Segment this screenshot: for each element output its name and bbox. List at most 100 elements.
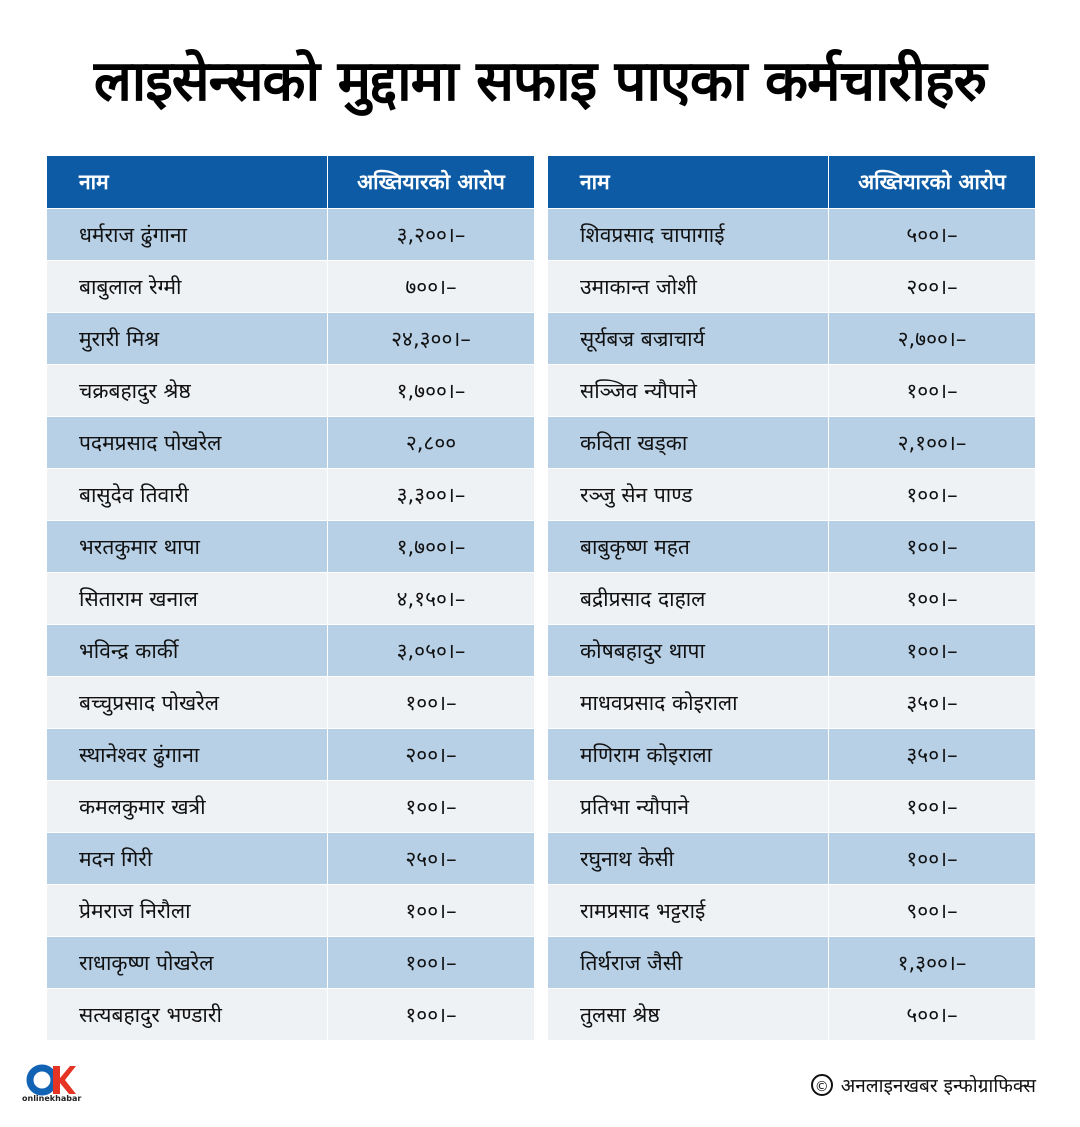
table-row: मणिराम कोइराला ३५०।– [547,728,1036,781]
right-charge-amount: १००।– [828,364,1036,417]
left-charge-amount: १००।– [327,676,535,729]
table-row: पदमप्रसाद पोखरेल २,८०० [46,416,535,469]
right-employee-name: शिवप्रसाद चापागाई [547,208,829,261]
right-charge-amount: १,३००।– [828,936,1036,989]
logo-wordmark: onlinekhabar [22,1094,82,1103]
right-charge-amount: १००।– [828,520,1036,573]
table-row: प्रेमराज निरौला १००।– [46,884,535,937]
table-row: तिर्थराज जैसी १,३००।– [547,936,1036,989]
left-employee-name: सत्यबहादुर भण्डारी [46,988,328,1041]
left-charge-amount: १,७००।– [327,520,535,573]
left-employee-name: स्थानेश्वर ढुंगाना [46,728,328,781]
right-table: नाम अख्तियारको आरोप शिवप्रसाद चापागाई ५००… [547,155,1036,1041]
left-charge-amount: ३,३००।– [327,468,535,521]
left-employee-name: मुरारी मिश्र [46,312,328,365]
right-charge-amount: ५००।– [828,988,1036,1041]
left-employee-name: बासुदेव तिवारी [46,468,328,521]
table-row: बासुदेव तिवारी ३,३००।– [46,468,535,521]
left-table: नाम अख्तियारको आरोप धर्मराज ढुंगाना ३,२००… [46,155,535,1041]
right-charge-amount: १००।– [828,780,1036,833]
left-charge-amount: ३,०५०।– [327,624,535,677]
table-row: मुरारी मिश्र २४,३००।– [46,312,535,365]
left-charge-amount: ३,२००।– [327,208,535,261]
left-table-container: नाम अख्तियारको आरोप धर्मराज ढुंगाना ३,२००… [46,155,535,1041]
table-row: स्थानेश्वर ढुंगाना २००।– [46,728,535,781]
table-row: बाबुकृष्ण महत १००।– [547,520,1036,573]
left-charge-amount: ४,१५०।– [327,572,535,625]
left-employee-name: बाबुलाल रेग्मी [46,260,328,313]
left-employee-name: चक्रबहादुर श्रेष्ठ [46,364,328,417]
right-charge-amount: ५००।– [828,208,1036,261]
right-charge-amount: २,७००।– [828,312,1036,365]
table-row: धर्मराज ढुंगाना ३,२००।– [46,208,535,261]
table-row: कमलकुमार खत्री १००।– [46,780,535,833]
ok-logo-icon [26,1064,76,1096]
table-row: रामप्रसाद भट्टराई ९००।– [547,884,1036,937]
table-row: शिवप्रसाद चापागाई ५००।– [547,208,1036,261]
right-table-header-row: नाम अख्तियारको आरोप [547,155,1036,209]
table-row: मदन गिरी २५०।– [46,832,535,885]
onlinekhabar-logo [26,1062,76,1104]
table-row: चक्रबहादुर श्रेष्ठ १,७००।– [46,364,535,417]
right-charge-amount: ३५०।– [828,728,1036,781]
left-charge-amount: २,८०० [327,416,535,469]
left-employee-name: बच्चुप्रसाद पोखरेल [46,676,328,729]
page-title: लाइसेन्सको मुद्दामा सफाइ पाएका कर्मचारीह… [93,49,987,114]
left-charge-amount: १००।– [327,936,535,989]
table-row: उमाकान्त जोशी २००।– [547,260,1036,313]
right-employee-name: बाबुकृष्ण महत [547,520,829,573]
table-row: रञ्जु सेन पाण्ड १००।– [547,468,1036,521]
table-row: कोषबहादुर थापा १००।– [547,624,1036,677]
right-employee-name: मणिराम कोइराला [547,728,829,781]
copyright-icon: © [810,1074,833,1096]
right-employee-name: रामप्रसाद भट्टराई [547,884,829,937]
right-employee-name: प्रतिभा न्यौपाने [547,780,829,833]
right-employee-name: तुलसा श्रेष्ठ [547,988,829,1041]
right-charge-amount: २००।– [828,260,1036,313]
credit-line: © अनलाइनखबर इन्फोग्राफिक्स [810,1072,1036,1098]
table-row: सिताराम खनाल ४,१५०।– [46,572,535,625]
left-charge-amount: १००।– [327,884,535,937]
right-employee-name: रञ्जु सेन पाण्ड [547,468,829,521]
right-employee-name: सूर्यबज्र बज्राचार्य [547,312,829,365]
table-row: प्रतिभा न्यौपाने १००।– [547,780,1036,833]
right-employee-name: कोषबहादुर थापा [547,624,829,677]
left-charge-amount: ७००।– [327,260,535,313]
table-row: बच्चुप्रसाद पोखरेल १००।– [46,676,535,729]
table-row: सूर्यबज्र बज्राचार्य २,७००।– [547,312,1036,365]
left-employee-name: मदन गिरी [46,832,328,885]
right-header-charge: अख्तियारको आरोप [828,155,1036,209]
right-employee-name: सञ्जिव न्यौपाने [547,364,829,417]
table-row: बद्रीप्रसाद दाहाल १००।– [547,572,1036,625]
right-employee-name: रघुनाथ केसी [547,832,829,885]
left-charge-amount: १,७००।– [327,364,535,417]
left-employee-name: धर्मराज ढुंगाना [46,208,328,261]
right-charge-amount: २,१००।– [828,416,1036,469]
table-row: कविता खड्का २,१००।– [547,416,1036,469]
table-row: सत्यबहादुर भण्डारी १००।– [46,988,535,1041]
table-row: भरतकुमार थापा १,७००।– [46,520,535,573]
left-table-body: धर्मराज ढुंगाना ३,२००।– बाबुलाल रेग्मी ७००।… [46,208,535,1041]
left-table-header-row: नाम अख्तियारको आरोप [46,155,535,209]
left-employee-name: भरतकुमार थापा [46,520,328,573]
right-charge-amount: ३५०।– [828,676,1036,729]
right-employee-name: उमाकान्त जोशी [547,260,829,313]
right-charge-amount: १००।– [828,832,1036,885]
table-row: रघुनाथ केसी १००।– [547,832,1036,885]
left-charge-amount: १००।– [327,988,535,1041]
right-charge-amount: ९००।– [828,884,1036,937]
left-charge-amount: २५०।– [327,832,535,885]
left-employee-name: भविन्द्र कार्की [46,624,328,677]
left-employee-name: पदमप्रसाद पोखरेल [46,416,328,469]
right-charge-amount: १००।– [828,468,1036,521]
left-header-name: नाम [46,155,328,209]
left-charge-amount: १००।– [327,780,535,833]
table-row: भविन्द्र कार्की ३,०५०।– [46,624,535,677]
left-employee-name: कमलकुमार खत्री [46,780,328,833]
right-employee-name: माधवप्रसाद कोइराला [547,676,829,729]
left-header-charge: अख्तियारको आरोप [327,155,535,209]
left-employee-name: राधाकृष्ण पोखरेल [46,936,328,989]
right-charge-amount: १००।– [828,624,1036,677]
right-employee-name: बद्रीप्रसाद दाहाल [547,572,829,625]
left-employee-name: सिताराम खनाल [46,572,328,625]
